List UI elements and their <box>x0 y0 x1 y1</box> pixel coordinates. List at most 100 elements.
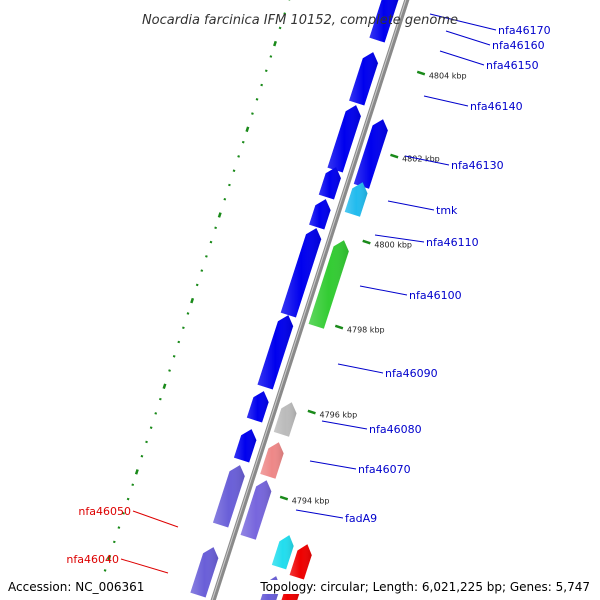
scale-dot <box>158 397 162 401</box>
scale-dot <box>112 540 116 544</box>
scale-dot <box>195 283 199 287</box>
cds-inner-8-shade <box>246 391 269 423</box>
cds-outer-4-shade <box>273 402 297 437</box>
gene-label-nfa46160: nfa46160 <box>492 39 545 52</box>
cds-outer-3-shade <box>308 240 349 329</box>
kbp-tick-mark <box>279 495 289 501</box>
outer-tick-dots <box>103 0 291 572</box>
scale-dot <box>205 255 208 258</box>
gene-label-nfa46130: nfa46130 <box>451 159 504 172</box>
cds-inner-2-shade <box>349 52 379 106</box>
backbone-highlight <box>211 0 407 600</box>
scale-dot <box>103 569 107 572</box>
scale-dot <box>209 240 213 244</box>
gene-label-nfa46080: nfa46080 <box>369 423 422 436</box>
scale-dot <box>154 412 158 415</box>
scale-dot <box>264 69 268 73</box>
scale-dot <box>232 169 236 172</box>
gene-label-nfa46170: nfa46170 <box>498 24 551 37</box>
gene-label-nfa46110: nfa46110 <box>426 236 479 249</box>
leader-line <box>295 509 344 519</box>
scale-dot <box>168 369 171 372</box>
cds-inner-9-shade <box>233 429 257 463</box>
scale-dot <box>237 155 240 158</box>
kbp-tick-mark <box>362 239 371 245</box>
cds-inner-11-shade <box>190 547 219 598</box>
scale-dot <box>177 340 181 344</box>
scale-dot <box>145 440 148 444</box>
leader-line <box>337 363 384 374</box>
cds-outer-6-shade <box>240 480 272 540</box>
cds-inner-4-shade <box>318 167 341 200</box>
leader-line <box>445 30 491 46</box>
scale-dot <box>122 512 125 515</box>
kbp-tick-label: 4794 kbp <box>292 496 330 505</box>
gene-label-tmk: tmk <box>436 204 458 217</box>
scale-dot <box>172 354 176 358</box>
leader-line <box>429 13 497 31</box>
scale-dot <box>245 126 250 133</box>
cds-outer-8-shade <box>289 544 312 580</box>
cds-outer-1-shade <box>353 119 388 189</box>
scale-dot <box>162 383 167 390</box>
leader-line <box>374 234 425 243</box>
scale-dot <box>200 269 204 272</box>
cds-inner-7-shade <box>257 315 294 390</box>
scale-dot <box>186 312 190 315</box>
kbp-tick-mark <box>307 409 316 415</box>
scale-dot <box>269 55 273 58</box>
gene-label-nfa46090: nfa46090 <box>385 367 438 380</box>
scale-dot <box>273 40 277 47</box>
map-title: Nocardia farcinica IFM 10152, complete g… <box>142 13 458 28</box>
cds-inner-1-shade <box>369 0 399 43</box>
scale-dot <box>131 483 135 487</box>
scale-dot <box>149 426 153 429</box>
cds-inner-3-shade <box>327 105 361 173</box>
scale-dot <box>182 326 185 330</box>
cds-outer-2-shade <box>344 182 368 217</box>
kbp-tick-label: 4800 kbp <box>374 240 412 249</box>
scale-dot <box>134 469 139 475</box>
scale-dot <box>223 197 227 201</box>
kbp-tick-label: 4804 kbp <box>429 71 467 80</box>
gene-label-fadA9: fadA9 <box>345 512 377 525</box>
kbp-tick-mark <box>416 70 426 76</box>
scale-dot <box>260 83 264 87</box>
leader-line <box>404 155 450 166</box>
genome-summary-text: Topology: circular; Length: 6,021,225 bp… <box>260 580 590 594</box>
scale-dot <box>190 297 195 304</box>
cds-outer-5-shade <box>260 442 284 479</box>
scale-dot <box>241 140 245 144</box>
scale-dot <box>217 212 222 218</box>
gene-label-nfa46150: nfa46150 <box>486 59 539 72</box>
scale-dot <box>126 497 130 501</box>
scale-dot <box>251 112 254 115</box>
scale-dot <box>283 12 287 15</box>
gene-label-nfa46070: nfa46070 <box>358 463 411 476</box>
accession-text: Accession: NC_006361 <box>8 580 145 594</box>
leader-line <box>439 50 485 66</box>
cds-outer-7-shade <box>271 535 294 570</box>
gene-labels: nfa46170 nfa46160 nfa46150 nfa46140 nfa46130… <box>66 13 551 574</box>
kbp-tick-mark <box>334 324 344 330</box>
leader-line <box>387 200 435 211</box>
genome-backbone <box>210 0 410 600</box>
gene-label-nfa46040: nfa46040 <box>66 553 119 566</box>
leader-line <box>423 95 469 107</box>
gene-features <box>190 0 399 600</box>
scale-dot <box>228 183 231 187</box>
cds-inner-6-shade <box>280 228 322 318</box>
kbp-tick-mark <box>390 153 399 159</box>
leader-line <box>321 420 368 430</box>
kbp-tick-label: 4796 kbp <box>319 410 357 419</box>
scale-dot <box>117 526 121 529</box>
scale-dot <box>214 226 217 230</box>
leader-line <box>359 285 408 296</box>
backbone-line <box>210 0 410 600</box>
leader-line <box>132 510 179 528</box>
scale-dot <box>278 26 282 30</box>
kbp-tick-label: 4798 kbp <box>347 325 385 334</box>
cds-inner-10-shade <box>212 465 245 528</box>
scale-dot <box>140 454 144 458</box>
